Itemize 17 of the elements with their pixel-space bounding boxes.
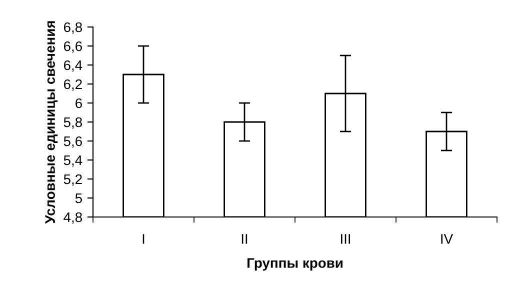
y-tick-label: 5,2 <box>64 174 82 186</box>
x-axis-title: Группы крови <box>248 258 342 271</box>
y-tick-label: 5,8 <box>64 117 82 129</box>
y-tick-label: 5,6 <box>64 136 82 148</box>
y-tick-label: 6,2 <box>64 79 82 91</box>
y-tick-label: 5,4 <box>64 155 82 167</box>
y-tick-label: 5 <box>75 193 82 204</box>
y-tick-label: 6,8 <box>64 22 82 34</box>
x-tick-label: IV <box>441 234 453 244</box>
y-tick-label: 4,8 <box>64 212 82 224</box>
y-tick-label: 6,6 <box>64 41 82 53</box>
x-tick-label: II <box>242 234 248 244</box>
y-tick-label: 6,4 <box>64 60 82 72</box>
x-tick-label: I <box>142 234 144 244</box>
x-tick-label: III <box>340 234 350 244</box>
y-tick-label: 6 <box>76 98 82 108</box>
y-axis-title: Условные единицы свечения <box>45 21 58 224</box>
